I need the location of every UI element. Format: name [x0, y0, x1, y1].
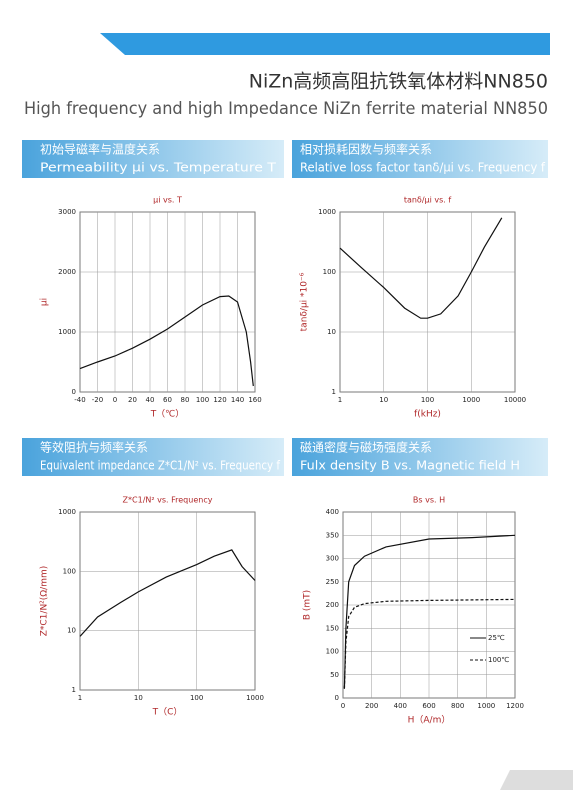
x-tick-label: 1	[78, 694, 82, 702]
chart-title: Bs vs. H	[413, 496, 445, 505]
data-line	[79, 549, 256, 637]
x-tick-label: 10000	[504, 396, 526, 404]
y-tick-label: 150	[326, 624, 339, 632]
section-en: Fulx density B vs. Magnetic field H	[300, 459, 520, 473]
title-cn: NiZn高频高阻抗铁氧体材料NN850	[249, 71, 548, 93]
title-en: High frequency and high Impedance NiZn f…	[24, 99, 548, 119]
x-axis-label: T（C）	[152, 707, 183, 718]
x-tick-label: 120	[213, 396, 226, 404]
x-tick-label: -40	[74, 396, 85, 404]
x-tick-label: 1000	[462, 396, 480, 404]
y-axis-label: B (mT)	[303, 590, 313, 620]
x-axis-label: H（A/m）	[408, 715, 451, 726]
y-tick-label: 1	[72, 686, 76, 694]
y-tick-label: 1	[332, 388, 336, 396]
y-tick-label: 1000	[58, 328, 76, 336]
x-tick-label: 1000	[477, 702, 495, 710]
x-tick-label: 1000	[246, 694, 264, 702]
x-tick-label: 20	[128, 396, 137, 404]
x-axis-label: f(kHz)	[414, 410, 441, 420]
y-tick-label: 100	[63, 567, 76, 575]
x-tick-label: 100	[190, 694, 203, 702]
y-tick-label: 100	[326, 648, 339, 656]
y-axis-label: tanδ/μi *10⁻⁶	[300, 272, 310, 331]
section-bar	[292, 140, 548, 178]
section-bar	[22, 438, 284, 476]
x-axis-label: T（℃）	[150, 409, 185, 420]
y-tick-label: 1000	[58, 508, 76, 516]
y-tick-label: 10	[67, 627, 76, 635]
x-tick-label: 140	[231, 396, 244, 404]
y-tick-label: 400	[326, 508, 339, 516]
section-bar	[292, 438, 548, 476]
chart-title: Z*C1/N² vs. Frequency	[123, 496, 213, 505]
y-tick-label: 0	[72, 388, 76, 396]
chart-title: μi vs. T	[153, 196, 182, 205]
x-tick-label: 160	[248, 396, 261, 404]
y-tick-label: 2000	[58, 268, 76, 276]
y-tick-label: 10	[327, 328, 336, 336]
y-tick-label: 0	[335, 694, 339, 702]
x-tick-label: 80	[181, 396, 190, 404]
legend-label: 25℃	[488, 634, 505, 642]
y-tick-label: 350	[326, 531, 339, 539]
x-tick-label: 100	[421, 396, 434, 404]
x-tick-label: 100	[196, 396, 209, 404]
x-tick-label: -20	[92, 396, 103, 404]
data-line	[343, 534, 516, 689]
plot-area	[79, 511, 256, 691]
x-tick-label: 1	[338, 396, 342, 404]
x-tick-label: 400	[394, 702, 407, 710]
x-tick-label: 10	[379, 396, 388, 404]
footer-band	[500, 770, 573, 790]
data-line	[343, 598, 516, 689]
section-bar	[22, 140, 284, 178]
section-en: Relative loss factor tanδ/μi vs. Frequen…	[300, 161, 546, 175]
x-tick-label: 200	[365, 702, 378, 710]
x-tick-label: 1200	[506, 702, 524, 710]
data-line	[339, 217, 503, 319]
x-tick-label: 0	[341, 702, 345, 710]
y-tick-label: 200	[326, 601, 339, 609]
y-tick-label: 250	[326, 578, 339, 586]
x-tick-label: 600	[422, 702, 435, 710]
y-axis-label: μi	[40, 298, 50, 306]
section-cn: 等效阻抗与频率关系	[40, 440, 148, 455]
y-tick-label: 300	[326, 555, 339, 563]
x-tick-label: 60	[163, 396, 172, 404]
y-tick-label: 100	[323, 268, 336, 276]
section-en: Equivalent impedance Z*C1/N² vs. Frequen…	[40, 459, 281, 473]
section-en: Permeability μi vs. Temperature T	[40, 161, 277, 175]
section-cn: 相对损耗因数与频率关系	[300, 142, 432, 157]
x-tick-label: 10	[134, 694, 143, 702]
x-tick-label: 800	[451, 702, 464, 710]
legend-label: 100℃	[488, 656, 509, 664]
y-tick-label: 1000	[318, 208, 336, 216]
y-axis-label: Z*C1/N²(Ω/mm)	[40, 566, 50, 637]
x-tick-label: 40	[146, 396, 155, 404]
y-tick-label: 50	[330, 671, 339, 679]
section-cn: 初始导磁率与温度关系	[40, 142, 160, 157]
y-tick-label: 3000	[58, 208, 76, 216]
chart-title: tanδ/μi vs. f	[404, 196, 452, 205]
x-tick-label: 0	[113, 396, 117, 404]
data-line	[79, 295, 254, 387]
header-band	[100, 33, 550, 55]
section-cn: 磁通密度与磁场强度关系	[300, 440, 432, 455]
